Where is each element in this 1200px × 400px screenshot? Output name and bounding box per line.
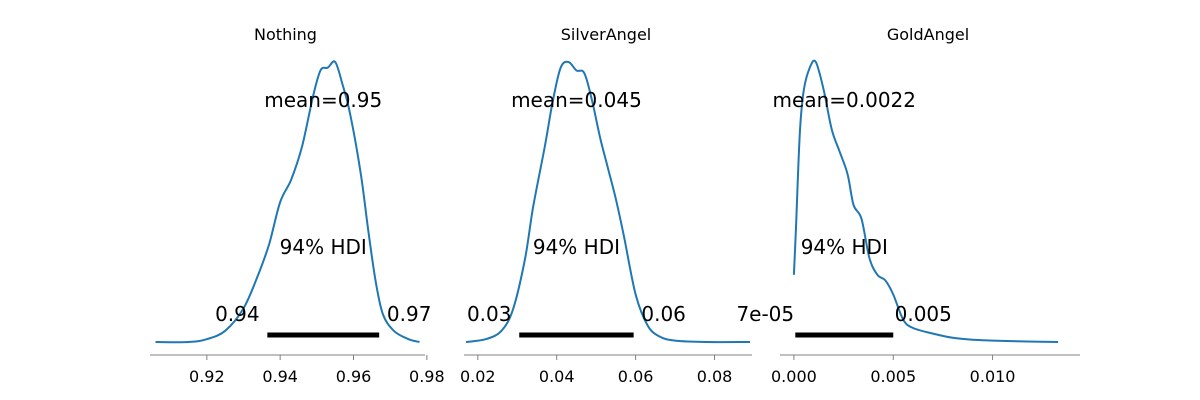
x-tick-label: 0.96: [336, 367, 372, 386]
hdi-high-label: 0.06: [641, 302, 686, 326]
x-tick-label: 0.02: [460, 367, 496, 386]
hdi-low-label: 0.94: [215, 302, 260, 326]
hdi-label: 94% HDI: [280, 235, 367, 259]
x-tick-label: 0.94: [262, 367, 298, 386]
x-tick-label: 0.000: [771, 367, 817, 386]
mean-label: mean=0.0022: [773, 88, 916, 112]
density-curve: [792, 59, 1059, 343]
mean-label: mean=0.95: [264, 88, 382, 112]
x-tick-label: 0.010: [970, 367, 1016, 386]
density-curve: [155, 60, 420, 344]
hdi-label: 94% HDI: [533, 235, 620, 259]
hdi-high-label: 0.005: [895, 302, 952, 326]
panel-title: GoldAngel: [887, 25, 969, 44]
hdi-high-label: 0.97: [387, 302, 432, 326]
x-tick-label: 0.98: [409, 367, 445, 386]
x-tick-label: 0.04: [539, 367, 575, 386]
x-ticks: 0.000 0.005 0.010: [771, 355, 1015, 386]
posterior-panel-goldangel: GoldAngel mean=0.0022 94% HDI 7e-05 0.00…: [736, 25, 1080, 386]
panel-title: SilverAngel: [561, 25, 651, 44]
hdi-low-label: 0.03: [467, 302, 512, 326]
density-curve: [465, 60, 751, 344]
posterior-panel-nothing: Nothing mean=0.95 94% HDI 0.94 0.97 0.92…: [150, 25, 445, 386]
mean-label: mean=0.045: [511, 88, 642, 112]
x-tick-label: 0.005: [870, 367, 916, 386]
x-ticks: 0.92 0.94 0.96 0.98: [189, 355, 445, 386]
posterior-panel-silverangel: SilverAngel mean=0.045 94% HDI 0.03 0.06…: [460, 25, 752, 386]
x-tick-label: 0.08: [697, 367, 733, 386]
hdi-label: 94% HDI: [801, 235, 888, 259]
hdi-low-label: 7e-05: [736, 302, 794, 326]
x-ticks: 0.02 0.04 0.06 0.08: [460, 355, 732, 386]
x-tick-label: 0.92: [189, 367, 225, 386]
panel-title: Nothing: [254, 25, 317, 44]
x-tick-label: 0.06: [618, 367, 654, 386]
